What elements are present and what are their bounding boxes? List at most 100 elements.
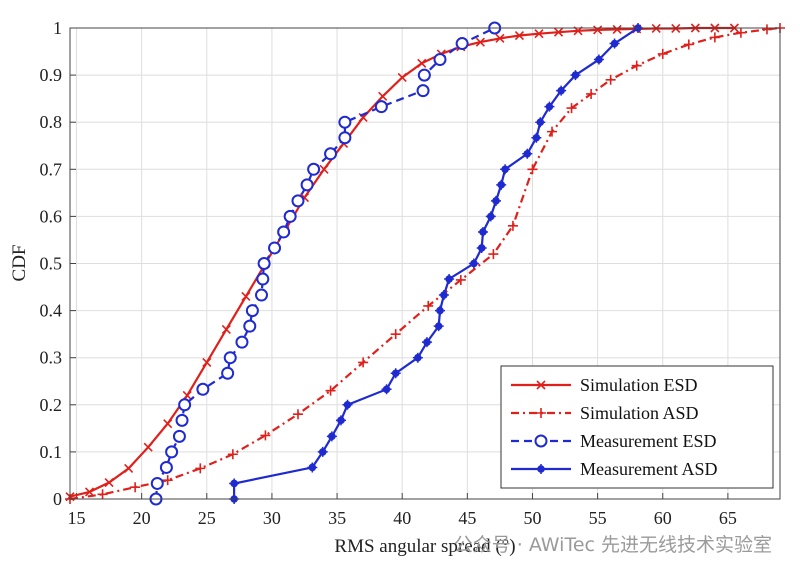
x-tick-label: 65 <box>719 508 737 528</box>
data-point <box>221 366 235 380</box>
x-tick-label: 40 <box>393 508 411 528</box>
data-point <box>338 115 352 129</box>
data-point <box>104 477 114 488</box>
data-point <box>268 241 282 255</box>
data-point-arms <box>570 70 581 81</box>
data-point-arms <box>342 399 353 410</box>
data-point-arms <box>500 164 511 175</box>
data-point <box>324 147 338 161</box>
data-point <box>243 319 257 333</box>
data-point <box>130 482 141 493</box>
x-tick-label: 35 <box>328 508 346 528</box>
watermark-text: 公众号 · AWiTec 先进无线技术实验室 <box>454 534 772 556</box>
data-point-arms <box>307 462 318 473</box>
data-point <box>300 178 314 192</box>
data-point <box>488 249 499 260</box>
y-tick-label: 1 <box>53 18 62 38</box>
data-point-arms <box>317 446 328 457</box>
data-point <box>605 74 616 85</box>
y-tick-label: 0.9 <box>40 65 63 85</box>
data-point <box>553 27 564 37</box>
data-point <box>319 164 329 174</box>
data-point <box>507 220 518 231</box>
data-point <box>172 429 186 443</box>
data-point <box>124 463 134 473</box>
x-tick-label: 20 <box>133 508 151 528</box>
legend-box <box>500 365 774 489</box>
data-point <box>566 103 577 114</box>
data-point <box>612 24 622 34</box>
data-point-arms <box>491 195 501 206</box>
data-point <box>417 58 427 68</box>
y-tick-labels: 0 0.1 0.2 0.3 0.4 0.5 0.6 0.7 0.8 0.9 1 <box>40 18 63 509</box>
data-point <box>84 487 95 497</box>
data-point <box>255 288 269 302</box>
y-tick-label: 0.5 <box>40 254 63 274</box>
data-point <box>417 68 431 82</box>
x-tick-label: 15 <box>68 508 86 528</box>
data-point <box>165 445 179 459</box>
x-tick-label: 25 <box>198 508 216 528</box>
data-point <box>455 274 466 285</box>
data-point <box>182 390 192 400</box>
data-point-arms <box>335 415 346 426</box>
data-point <box>227 449 238 460</box>
data-point <box>547 126 558 137</box>
data-point <box>241 291 251 302</box>
data-point <box>221 324 231 335</box>
data-point-arms <box>477 226 488 237</box>
data-point <box>527 164 538 175</box>
plot-frame <box>69 27 781 500</box>
legend-label: Measurement ASD <box>580 459 717 479</box>
data-point-arms <box>556 85 567 96</box>
data-point <box>374 100 388 114</box>
legend-label: Measurement ESD <box>580 431 716 451</box>
data-point <box>423 300 434 311</box>
x-tick-label: 60 <box>654 508 672 528</box>
data-point <box>455 37 469 51</box>
data-point-arms <box>326 431 337 442</box>
data-point <box>235 335 249 349</box>
series-3 <box>229 23 643 504</box>
data-point-arms <box>434 305 445 316</box>
y-tick-label: 0 <box>53 489 62 509</box>
legend-label: Simulation ESD <box>580 375 698 395</box>
data-point-arms <box>468 258 479 269</box>
data-point-arms <box>535 117 546 128</box>
data-point <box>283 209 297 223</box>
data-point-arms <box>381 384 392 395</box>
data-point <box>495 33 505 43</box>
data-point <box>397 72 407 83</box>
x-tick-label: 55 <box>589 508 607 528</box>
data-point-arms <box>433 321 444 332</box>
data-point <box>277 225 291 239</box>
data-point <box>735 27 746 38</box>
data-point-arms <box>544 101 555 112</box>
data-point-arms <box>421 337 432 348</box>
legend-marker <box>536 408 546 418</box>
data-point <box>175 413 189 427</box>
data-point <box>150 476 164 490</box>
y-tick-label: 0.2 <box>40 395 63 415</box>
data-point-arms <box>412 352 423 363</box>
data-point-arms <box>531 132 542 143</box>
data-point <box>683 39 694 50</box>
legend-marker <box>534 434 548 448</box>
data-point <box>159 460 173 474</box>
legend: Simulation ESD Simulation ASD Measurement … <box>500 365 774 489</box>
data-point-arms <box>229 478 240 489</box>
data-point <box>307 162 321 176</box>
y-tick-label: 0.1 <box>40 442 63 462</box>
data-point <box>245 304 259 318</box>
data-point <box>631 60 642 71</box>
data-point <box>256 272 270 286</box>
data-point <box>143 442 153 452</box>
data-point <box>97 489 108 500</box>
data-point <box>475 37 485 47</box>
x-tick-label: 45 <box>458 508 476 528</box>
data-point <box>709 32 720 43</box>
series-layer <box>65 21 785 506</box>
data-point <box>163 419 173 429</box>
x-tick-label: 50 <box>523 508 541 528</box>
y-tick-label: 0.7 <box>40 159 63 179</box>
